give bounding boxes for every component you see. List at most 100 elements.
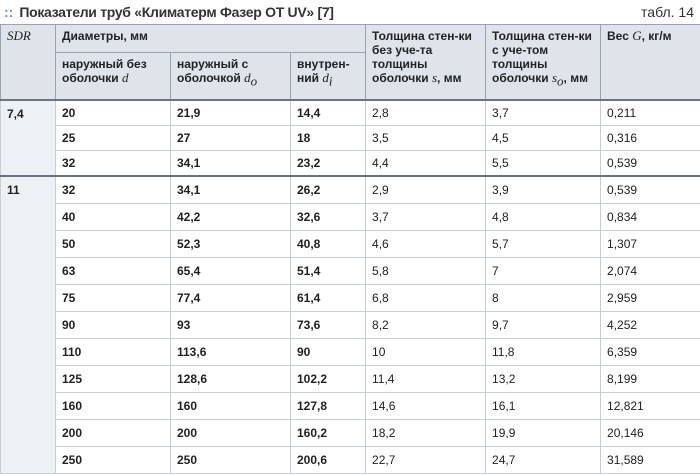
- table-row: 110 113,6 90 10 11,8 6,359: [1, 338, 700, 366]
- table-cell: 90: [55, 311, 171, 339]
- table-cell: 6,359: [600, 338, 700, 366]
- table-cell: 18,2: [365, 419, 486, 447]
- table-cell: 4,5: [485, 125, 601, 151]
- header-text: Толщина стен-ки без уче-та толщины оболо…: [372, 29, 472, 85]
- table-cell: 3,7: [485, 98, 601, 126]
- header-text: Вес: [607, 29, 629, 43]
- header-cell: Вес G, кг/м: [600, 24, 700, 100]
- table-cell: 250: [170, 446, 291, 474]
- table-cell: 23,2: [289, 150, 366, 176]
- table-cell: 4,6: [365, 230, 486, 258]
- header-sub: o: [250, 73, 258, 89]
- header-cell: Толщина стен-ки без уче-та толщины оболо…: [365, 24, 487, 100]
- table-cell: 40: [55, 203, 171, 231]
- header-sub: o: [557, 73, 564, 89]
- table-cell: 3,9: [485, 174, 601, 204]
- header-text: наружный с оболочкой: [177, 57, 249, 85]
- table-row: 63 65,4 51,4 5,8 7 2,074: [1, 257, 700, 285]
- table-cell: 2,074: [600, 257, 700, 285]
- table-cell: 24,7: [485, 446, 601, 474]
- table-cell: 2,9: [365, 174, 486, 204]
- table-cell: 20,146: [600, 419, 700, 447]
- table-cell: 73,6: [289, 311, 366, 339]
- table-cell: 63: [55, 257, 171, 285]
- table-cell: 4,8: [485, 203, 601, 231]
- header-cell: внутрен-ний di: [289, 52, 367, 100]
- table-row: 11 32 34,1 26,2 2,9 3,9 0,539: [0, 174, 700, 474]
- table-row: 7,4 20 21,9 14,4 2,8 3,7 0,211: [0, 98, 700, 176]
- table-cell: 5,5: [485, 150, 601, 176]
- header-cell: наружный с оболочкой do: [170, 52, 291, 100]
- title: Показатели труб «Климатерм Фазер ОТ UV» …: [19, 4, 334, 20]
- header-cell: наружный без оболочки d: [55, 52, 171, 100]
- table-cell: 7: [485, 257, 601, 285]
- table-cell: 11,4: [365, 365, 486, 393]
- header-cell: Толщина стен-ки с уче-том толщины оболоч…: [485, 24, 602, 100]
- header-unit: , кг/м: [641, 29, 672, 43]
- table-cell: 200: [55, 419, 171, 447]
- table-cell: 250: [55, 446, 171, 474]
- sdr-cell: 11: [0, 174, 56, 474]
- table-cell: 113,6: [170, 338, 291, 366]
- table-cell: 32: [55, 174, 171, 204]
- table-cell: 4,4: [365, 150, 486, 176]
- table-cell: 50: [55, 230, 171, 258]
- table-cell: 14,6: [365, 392, 486, 420]
- table-cell: 200,6: [289, 446, 366, 474]
- table-row: 200 200 160,2 18,2 19,9 20,146: [1, 419, 700, 447]
- header-symbol: G: [632, 28, 642, 43]
- header-symbol: d: [121, 70, 129, 85]
- table-cell: 65,4: [170, 257, 291, 285]
- table-cell: 2,8: [365, 98, 486, 126]
- table-cell: 3,5: [365, 125, 486, 151]
- header-unit: , мм: [437, 71, 462, 85]
- table-cell: 25: [55, 125, 171, 151]
- table-cell: 8,2: [365, 311, 486, 339]
- table-cell: 21,9: [170, 98, 291, 126]
- table-row: 250 250 200,6 22,7 24,7 31,589: [1, 446, 700, 474]
- table-cell: 0,316: [600, 125, 700, 151]
- table-cell: 27: [170, 125, 291, 151]
- table-row: 50 52,3 40,8 4,6 5,7 1,307: [1, 230, 700, 258]
- table-cell: 125: [55, 365, 171, 393]
- header-text: наружный без оболочки: [62, 57, 147, 85]
- header-sub: i: [328, 73, 333, 89]
- table-cell: 42,2: [170, 203, 291, 231]
- table-cell: 0,539: [600, 174, 700, 204]
- table-cell: 34,1: [170, 174, 291, 204]
- table-cell: 75: [55, 284, 171, 312]
- table-cell: 2,959: [600, 284, 700, 312]
- table-cell: 5,8: [365, 257, 486, 285]
- table-cell: 160: [55, 392, 171, 420]
- table-cell: 90: [289, 338, 366, 366]
- table-cell: 40,8: [289, 230, 366, 258]
- table-row: 90 93 73,6 8,2 9,7 4,252: [1, 311, 700, 339]
- table-cell: 77,4: [170, 284, 291, 312]
- table: SDR Диаметры, мм Толщина стен-ки без уче…: [0, 24, 700, 474]
- table-cell: 34,1: [170, 150, 291, 176]
- table-cell: 19,9: [485, 419, 601, 447]
- table-cell: 13,2: [485, 365, 601, 393]
- table-cell: 9,7: [485, 311, 601, 339]
- table-cell: 14,4: [289, 98, 366, 126]
- header-symbol: d: [244, 70, 251, 85]
- table-cell: 18: [289, 125, 366, 151]
- table-cell: 16,1: [485, 392, 601, 420]
- table-cell: 5,7: [485, 230, 601, 258]
- header-text: Толщина стен-ки с уче-том толщины оболоч…: [492, 29, 592, 85]
- header-symbol: s: [551, 70, 558, 85]
- table-cell: 200: [170, 419, 291, 447]
- table-cell: 31,589: [600, 446, 700, 474]
- table-cell: 20: [55, 98, 171, 126]
- table-cell: 0,539: [600, 150, 700, 176]
- table-row: 160 160 127,8 14,6 16,1 12,821: [1, 392, 700, 420]
- table-cell: 26,2: [289, 174, 366, 204]
- header-text: Диаметры, мм: [62, 29, 148, 43]
- table-cell: 0,834: [600, 203, 700, 231]
- table-body: 7,4 20 21,9 14,4 2,8 3,7 0,211 25 27 18 3,5 4,5 0,31…: [0, 98, 700, 474]
- table-cell: 0,211: [600, 98, 700, 126]
- table-cell: 32,6: [289, 203, 366, 231]
- header-cell: SDR: [0, 24, 56, 100]
- table-cell: 160: [170, 392, 291, 420]
